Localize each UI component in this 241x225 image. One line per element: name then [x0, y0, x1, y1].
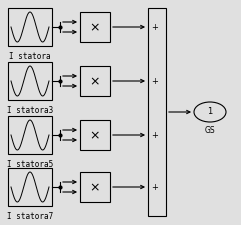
Text: ×: × [90, 129, 100, 142]
Text: ×: × [90, 181, 100, 194]
Text: I statora: I statora [9, 52, 51, 61]
Text: I statora5: I statora5 [7, 159, 53, 168]
Bar [80, 172, 110, 202]
Text: ×: × [90, 21, 100, 34]
Text: I statora7: I statora7 [7, 211, 53, 220]
Text: +: + [151, 183, 158, 192]
Bar [80, 120, 110, 150]
Text: +: + [151, 23, 158, 32]
Text: ×: × [90, 75, 100, 88]
Bar [80, 13, 110, 43]
Text: +: + [151, 131, 158, 140]
Text: I statora3: I statora3 [7, 106, 53, 115]
Bar [8, 63, 52, 101]
Bar [8, 168, 52, 206]
Bar [8, 117, 52, 154]
Bar [8, 9, 52, 47]
Bar [80, 67, 110, 97]
Ellipse shape [194, 103, 226, 122]
Text: 1: 1 [207, 107, 213, 116]
Bar [148, 9, 166, 216]
Text: +: + [151, 77, 158, 86]
Text: GS: GS [205, 126, 215, 134]
